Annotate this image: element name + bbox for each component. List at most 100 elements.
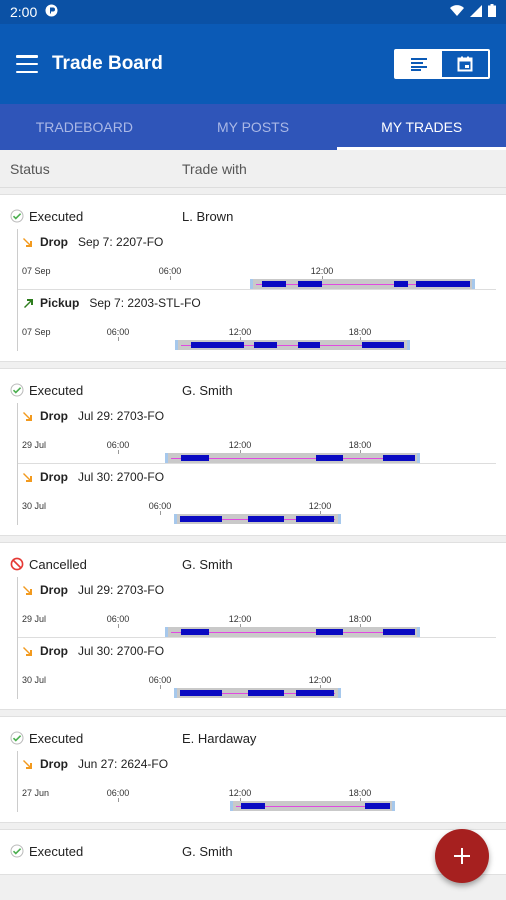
drop-icon <box>22 584 34 596</box>
leg-shift-detail: Jul 30: 2700-FO <box>78 470 165 484</box>
timeline-flight-segment <box>365 803 390 809</box>
timeline-flight-segment <box>296 516 334 522</box>
timeline-flight-segment <box>298 281 322 287</box>
timeline-flight-segment <box>180 516 222 522</box>
leg-type: Drop <box>40 235 68 249</box>
trade-card-header: Executed G. Smith <box>0 842 506 864</box>
timeline-flight-segment <box>316 629 343 635</box>
timeline-flight-segment <box>383 455 415 461</box>
leg-title: Drop Sep 7: 2207-FO <box>22 235 163 249</box>
trade-card-header: Cancelled G. Smith <box>0 555 506 577</box>
timeline-tick-label: 18:00 <box>348 440 372 450</box>
timeline-flight-segment <box>181 455 209 461</box>
trade-card[interactable]: Executed E. Hardaway Drop Jun 27: 2624-FO 27… <box>0 716 506 823</box>
timeline-date-label: 30 Jul <box>22 675 47 685</box>
timeline-tick-label: 18:00 <box>348 327 372 337</box>
executed-check-icon <box>10 844 24 858</box>
trade-leg[interactable]: Drop Jul 29: 2703-FO 29 Jul 06:00 12:00 18:00 <box>18 403 496 464</box>
timeline-tick-label: 12:00 <box>228 440 252 450</box>
drop-icon <box>22 236 34 248</box>
timeline-tick-mark <box>320 511 321 515</box>
trade-partner: G. Smith <box>182 383 233 398</box>
timeline-date-label: 29 Jul <box>22 614 47 624</box>
timeline-tick-mark <box>240 337 241 341</box>
app-bar: Trade Board <box>0 24 506 104</box>
leg-title: Drop Jul 29: 2703-FO <box>22 583 164 597</box>
leg-type: Pickup <box>40 296 80 310</box>
timeline-tick-mark <box>160 511 161 515</box>
trade-card[interactable]: Executed G. Smith Drop Jul 29: 2703-FO 29 Ju… <box>0 368 506 536</box>
calendar-view-button[interactable] <box>442 51 488 77</box>
tab-my-posts[interactable]: MY POSTS <box>216 119 290 135</box>
trade-card[interactable]: Executed G. Smith <box>0 829 506 875</box>
timeline-tick-mark <box>240 624 241 628</box>
timeline-tick-label: 06:00 <box>148 675 172 685</box>
tab-bar: TRADEBOARD MY POSTS MY TRADES <box>0 104 506 150</box>
trade-with-column-label: Trade with <box>182 160 247 177</box>
trade-card-header: Executed L. Brown <box>0 207 506 229</box>
timeline-tick-mark <box>240 798 241 802</box>
timeline-trip-line <box>181 344 404 346</box>
timeline-tick-label: 18:00 <box>348 788 372 798</box>
timeline-tick-label: 12:00 <box>308 675 332 685</box>
leg-title: Drop Jul 29: 2703-FO <box>22 409 164 423</box>
timeline-flight-segment <box>316 455 343 461</box>
timeline-tick-label: 06:00 <box>106 788 130 798</box>
timeline-tick-mark <box>322 276 323 280</box>
timeline-tick-label: 12:00 <box>308 501 332 511</box>
drop-icon <box>22 410 34 422</box>
trade-card-header: Executed E. Hardaway <box>0 729 506 751</box>
timeline-flight-segment <box>262 281 286 287</box>
drop-icon <box>22 471 34 483</box>
leg-type: Drop <box>40 409 68 423</box>
trade-legs: Drop Jun 27: 2624-FO 27 Jun 06:00 12:00 18:00 <box>17 751 496 812</box>
timeline-flight-segment <box>298 342 320 348</box>
tab-tradeboard[interactable]: TRADEBOARD <box>35 119 133 135</box>
leg-title: Drop Jul 30: 2700-FO <box>22 470 164 484</box>
trade-status: Executed <box>29 209 84 224</box>
trade-card[interactable]: Cancelled G. Smith Drop Jul 29: 2703-FO 29 J… <box>0 542 506 710</box>
leg-shift-detail: Sep 7: 2207-FO <box>78 235 164 249</box>
trade-partner: E. Hardaway <box>182 731 257 746</box>
trade-leg[interactable]: Drop Jul 30: 2700-FO 30 Jul 06:00 12:00 <box>18 638 496 699</box>
menu-icon[interactable] <box>16 55 38 73</box>
timeline-tick-label: 12:00 <box>228 327 252 337</box>
add-trade-button[interactable] <box>435 829 489 883</box>
timeline-trip-line <box>236 805 389 807</box>
leg-title: Drop Jun 27: 2624-FO <box>22 757 168 771</box>
executed-check-icon <box>10 209 24 223</box>
timeline-flight-segment <box>362 342 404 348</box>
trade-leg[interactable]: Drop Jul 29: 2703-FO 29 Jul 06:00 12:00 18:00 <box>18 577 496 638</box>
trade-list[interactable]: Executed L. Brown Drop Sep 7: 2207-FO 07 Sep… <box>0 188 506 900</box>
timeline-tick-mark <box>160 685 161 689</box>
timeline-tick-label: 12:00 <box>228 788 252 798</box>
trade-leg[interactable]: Drop Jun 27: 2624-FO 27 Jun 06:00 12:00 18:00 <box>18 751 496 812</box>
timeline-tick-mark <box>360 337 361 341</box>
trade-legs: Drop Jul 29: 2703-FO 29 Jul 06:00 12:00 18:00… <box>17 403 496 525</box>
timeline-flight-segment <box>296 690 334 696</box>
leg-type: Drop <box>40 757 68 771</box>
trade-leg[interactable]: Drop Jul 30: 2700-FO 30 Jul 06:00 12:00 <box>18 464 496 525</box>
list-view-button[interactable] <box>396 51 442 77</box>
timeline-flight-segment <box>248 690 284 696</box>
trade-card[interactable]: Executed L. Brown Drop Sep 7: 2207-FO 07 Sep… <box>0 194 506 362</box>
timeline-tick-mark <box>118 624 119 628</box>
timeline-tick-mark <box>118 450 119 454</box>
timeline-flight-segment <box>394 281 408 287</box>
trade-leg[interactable]: Pickup Sep 7: 2203-STL-FO 07 Sep 06:00 12:00… <box>18 290 496 351</box>
status-time: 2:00 <box>10 4 38 20</box>
executed-check-icon <box>10 383 24 397</box>
tab-my-trades[interactable]: MY TRADES <box>337 104 506 150</box>
timeline-flight-segment <box>180 690 222 696</box>
timeline-date-label: 07 Sep <box>22 327 51 337</box>
timeline-flight-segment <box>241 803 265 809</box>
timeline-tick-label: 06:00 <box>106 327 130 337</box>
timeline-date-label: 07 Sep <box>22 266 51 276</box>
cancelled-icon <box>10 557 24 571</box>
trade-leg[interactable]: Drop Sep 7: 2207-FO 07 Sep 06:00 12:00 <box>18 229 496 290</box>
timeline-flight-segment <box>416 281 470 287</box>
leg-title: Pickup Sep 7: 2203-STL-FO <box>22 296 201 310</box>
timeline-tick-mark <box>240 450 241 454</box>
page-title: Trade Board <box>52 53 163 74</box>
timeline-trip-line <box>256 283 469 285</box>
